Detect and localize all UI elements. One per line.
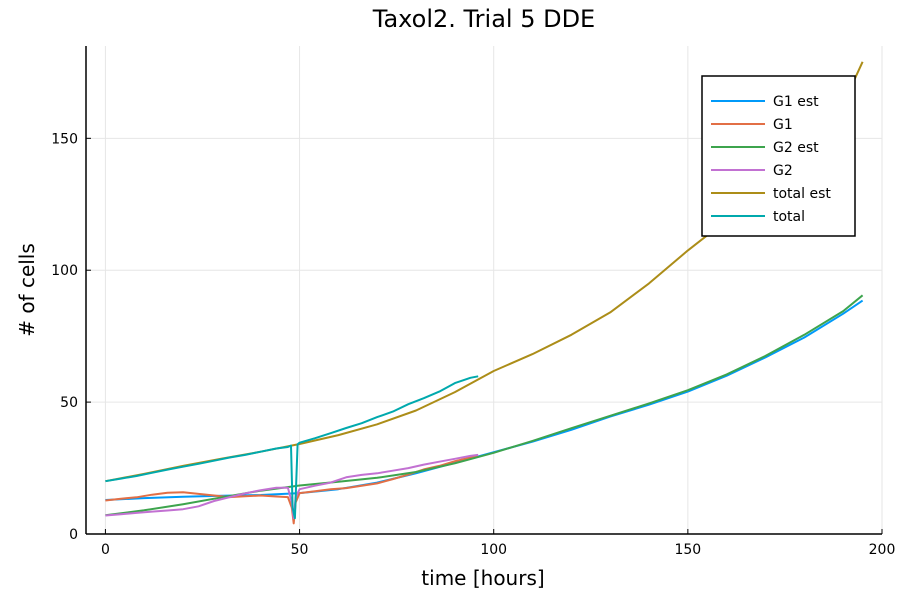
y-tick-label: 50 (60, 395, 78, 411)
legend-label-total: total (773, 209, 805, 225)
legend-box (701, 75, 856, 237)
x-tick-label: 100 (480, 542, 507, 558)
y-tick-label: 0 (69, 527, 78, 543)
x-tick-label: 0 (101, 542, 110, 558)
legend-label-total-est: total est (773, 186, 831, 202)
y-tick-label: 100 (51, 263, 78, 279)
legend-label-g1: G1 (773, 117, 793, 133)
series-line-g2-est (105, 294, 864, 517)
axes (85, 46, 883, 535)
y-tick-label: 150 (51, 131, 78, 147)
series-line-total (105, 375, 479, 520)
legend-label-g2: G2 (773, 163, 793, 179)
x-axis-label: time [hours] (421, 566, 544, 590)
x-tick-label: 200 (869, 542, 896, 558)
series-line-g2 (105, 453, 479, 520)
x-tick-label: 50 (291, 542, 309, 558)
y-axis-label: # of cells (15, 243, 39, 337)
chart-title: Taxol2. Trial 5 DDE (372, 5, 595, 33)
x-tick-label: 150 (674, 542, 701, 558)
legend: G1 est G1 G2 est G2 total est total (701, 75, 856, 237)
legend-label-g1-est: G1 est (773, 94, 819, 110)
legend-label-g2-est: G2 est (773, 140, 819, 156)
tick-labels: 0 50 100 150 200 0 50 100 150 (51, 131, 895, 558)
series-line-g1-est (105, 299, 864, 501)
